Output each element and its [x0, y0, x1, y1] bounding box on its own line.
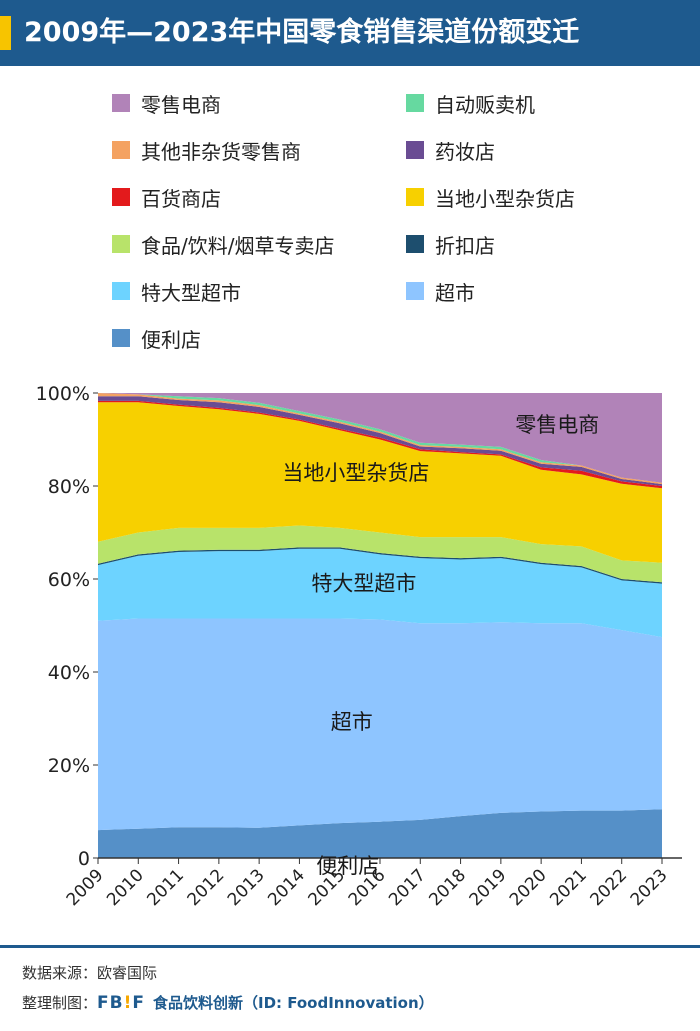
x-tick-label: 2009 [63, 865, 108, 910]
y-tick-label: 40% [48, 662, 90, 684]
x-tick-label: 2014 [264, 865, 309, 910]
x-tick-label: 2018 [425, 865, 470, 910]
legend-label: 特大型超市 [141, 280, 241, 305]
x-tick-label: 2010 [103, 865, 148, 910]
fbif-logo: FB!F [97, 992, 145, 1013]
legend-swatch [406, 282, 424, 300]
legend-swatch [112, 329, 130, 347]
y-tick-label: 100% [36, 383, 90, 405]
legend-item: 超市 [406, 278, 475, 305]
brand-name: 食品饮料创新（ID: FoodInnovation） [152, 994, 434, 1012]
x-tick-label: 2017 [385, 865, 430, 910]
title-accent-bar [0, 16, 11, 50]
area-annotation: 当地小型杂货店 [282, 461, 429, 485]
y-tick-label: 80% [48, 476, 90, 498]
legend-item: 百货商店 [112, 184, 221, 211]
area-annotation: 零售电商 [515, 413, 599, 437]
footer-divider [0, 945, 700, 948]
legend-swatch [112, 282, 130, 300]
x-tick-label: 2013 [224, 865, 269, 910]
legend-label: 自动贩卖机 [435, 92, 535, 117]
legend-swatch [406, 235, 424, 253]
y-tick-label: 60% [48, 569, 90, 591]
title-banner: 2009年—2023年中国零食销售渠道份额变迁 [0, 0, 700, 66]
legend-swatch [406, 94, 424, 112]
made-by-prefix: 整理制图： [22, 994, 98, 1012]
x-tick-label: 2021 [546, 865, 591, 910]
legend-label: 食品/饮料/烟草专卖店 [141, 233, 335, 258]
legend-label: 超市 [435, 280, 475, 305]
legend-item: 当地小型杂货店 [406, 184, 575, 211]
area-series-7 [98, 396, 662, 486]
legend-swatch [112, 141, 130, 159]
x-tick-label: 2011 [143, 865, 188, 910]
legend-item: 自动贩卖机 [406, 90, 535, 117]
y-tick-label: 20% [48, 755, 90, 777]
area-annotation: 超市 [331, 710, 373, 734]
chart-legend: 零售电商 自动贩卖机其他非杂货零售商 药妆店百货商店 当地小型杂货店食品/饮料/烟草专… [0, 0, 700, 360]
legend-label: 其他非杂货零售商 [141, 139, 301, 164]
area-series-0 [98, 809, 662, 858]
legend-item: 折扣店 [406, 231, 495, 258]
legend-swatch [406, 188, 424, 206]
x-tick-label: 2022 [587, 865, 632, 910]
legend-item: 零售电商 [112, 90, 221, 117]
area-series-4 [98, 525, 662, 583]
area-annotation: 便利店 [316, 854, 379, 878]
area-series-5 [98, 402, 662, 563]
legend-item: 其他非杂货零售商 [112, 137, 301, 164]
legend-label: 百货商店 [141, 186, 221, 211]
legend-swatch [112, 188, 130, 206]
legend-item: 便利店 [112, 325, 201, 352]
area-series-10 [98, 393, 662, 483]
area-series-2 [98, 548, 662, 638]
stacked-area-chart: 020%40%60%80%100%20092010201120122013201… [36, 383, 682, 910]
legend-item: 药妆店 [406, 137, 495, 164]
legend-label: 零售电商 [141, 92, 221, 117]
x-tick-label: 2012 [184, 865, 229, 910]
area-annotation: 特大型超市 [311, 571, 416, 595]
chart-title: 2009年—2023年中国零食销售渠道份额变迁 [24, 17, 580, 48]
y-tick-label: 0 [78, 848, 90, 870]
legend-swatch [112, 94, 130, 112]
legend-swatch [112, 235, 130, 253]
legend-label: 药妆店 [435, 139, 495, 164]
x-tick-label: 2020 [506, 865, 551, 910]
legend-label: 便利店 [141, 327, 201, 352]
legend-swatch [406, 141, 424, 159]
legend-label: 当地小型杂货店 [435, 186, 575, 211]
area-series-1 [98, 618, 662, 831]
area-series-6 [98, 400, 662, 489]
made-by: 整理制图： FB!F 食品饮料创新（ID: FoodInnovation） [22, 992, 434, 1013]
legend-label: 折扣店 [435, 233, 495, 258]
legend-item: 特大型超市 [112, 278, 241, 305]
x-tick-label: 2019 [466, 865, 511, 910]
data-source: 数据来源：欧睿国际 [22, 964, 158, 982]
legend-item: 食品/饮料/烟草专卖店 [112, 231, 335, 258]
x-tick-label: 2023 [627, 865, 672, 910]
